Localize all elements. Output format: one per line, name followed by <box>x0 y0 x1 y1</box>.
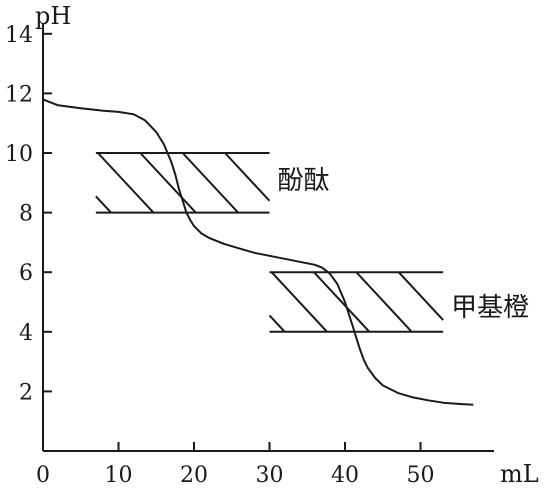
y-axis-label: pH <box>35 2 71 30</box>
y-tick-label: 8 <box>19 202 33 227</box>
hatch-line <box>97 152 155 214</box>
x-tick-label: 50 <box>407 463 435 488</box>
indicator-band <box>268 271 444 333</box>
x-tick-label: 40 <box>331 463 359 488</box>
indicator-bands <box>95 152 444 333</box>
y-tick-label: 4 <box>19 321 33 346</box>
hatch-line <box>139 152 197 214</box>
x-tick-label: 30 <box>256 463 284 488</box>
x-tick-label: 0 <box>36 463 50 488</box>
y-tick-label: 6 <box>19 261 33 286</box>
hatch-line <box>224 152 271 202</box>
titration-curve <box>42 98 474 406</box>
y-tick-label: 12 <box>5 82 33 107</box>
hatch-line <box>270 271 328 333</box>
x-axis-label: mL <box>500 460 539 488</box>
y-tick-label: 10 <box>5 142 33 167</box>
hatch-line <box>313 271 371 333</box>
indicator-label: 甲基橙 <box>451 293 529 323</box>
y-tick-label: 14 <box>5 23 33 48</box>
axes <box>42 23 494 452</box>
hatch-line <box>95 195 112 214</box>
titration-curve-group <box>42 98 474 406</box>
indicator-label: 酚酞 <box>278 166 330 196</box>
hatch-line <box>268 314 286 333</box>
x-tick-label: 20 <box>180 463 208 488</box>
y-tick-label: 2 <box>19 380 33 405</box>
hatch-line <box>397 271 444 321</box>
indicator-band <box>95 152 271 214</box>
x-tick-label: 10 <box>105 463 133 488</box>
hatch-line <box>355 271 413 333</box>
hatch-line <box>181 152 239 214</box>
